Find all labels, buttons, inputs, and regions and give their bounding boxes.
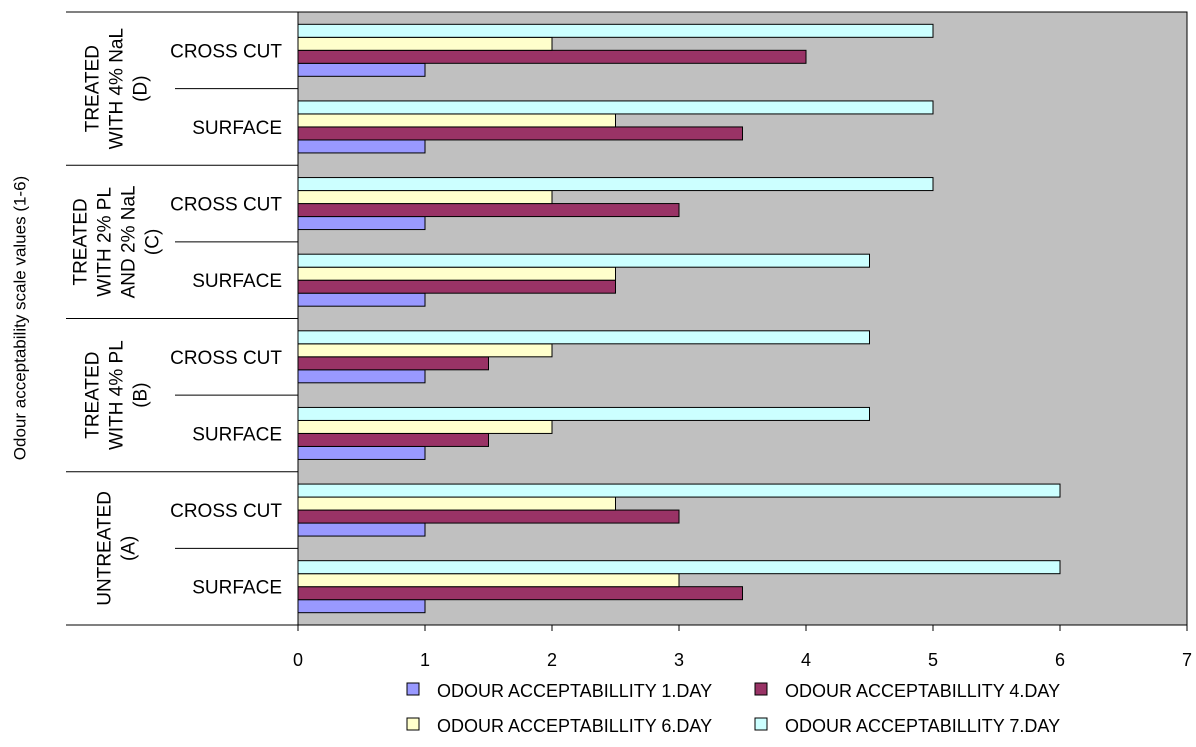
bar-4-2 <box>297 483 1061 498</box>
bar-2-7 <box>297 126 743 141</box>
x-tick-label: 7 <box>1182 650 1192 670</box>
legend-label: ODOUR ACCEPTABILLITY 1.DAY <box>437 681 712 701</box>
legend-swatch-4 <box>754 717 768 731</box>
bar-2-1 <box>297 586 743 601</box>
bar-2-4 <box>297 356 489 371</box>
bar-1-8 <box>297 62 426 77</box>
group-label: WITH 2% PL <box>95 187 116 297</box>
legend-label: ODOUR ACCEPTABILLITY 4.DAY <box>785 681 1060 701</box>
bar-3-2 <box>297 496 616 511</box>
bar-3-6 <box>297 190 553 205</box>
x-tick-label: 4 <box>801 650 811 670</box>
bar-4-1 <box>297 560 1061 575</box>
bar-4-6 <box>297 177 934 192</box>
group-label: TREATED <box>71 198 92 285</box>
bar-1-4 <box>297 369 426 384</box>
category-label: CROSS CUT <box>170 501 282 522</box>
category-label: CROSS CUT <box>170 41 282 62</box>
bar-4-3 <box>297 406 870 421</box>
bar-2-6 <box>297 203 680 218</box>
legend-swatch-1 <box>406 682 420 696</box>
group-label: UNTREATED <box>95 491 116 606</box>
bar-4-4 <box>297 330 870 345</box>
bar-3-7 <box>297 113 616 128</box>
legend-swatch-3 <box>406 717 420 731</box>
bar-1-5 <box>297 292 426 307</box>
x-tick-label: 5 <box>928 650 938 670</box>
bar-2-3 <box>297 432 489 447</box>
x-tick-label: 1 <box>420 650 430 670</box>
y-axis-title: Odour acceptability scale values (1-6) <box>11 176 30 460</box>
group-label: WITH 4% PL <box>107 340 128 450</box>
group-label: WITH 4% NaL <box>107 28 128 149</box>
legend-swatch-2 <box>754 682 768 696</box>
bar-3-3 <box>297 419 553 434</box>
x-tick-label: 6 <box>1055 650 1065 670</box>
bar-1-7 <box>297 139 426 154</box>
group-label: AND 2% NaL <box>119 185 140 298</box>
bar-2-2 <box>297 509 680 524</box>
x-tick-label: 2 <box>547 650 557 670</box>
bar-2-5 <box>297 279 616 294</box>
group-label: TREATED <box>83 351 104 438</box>
bar-3-4 <box>297 343 553 358</box>
legend-label: ODOUR ACCEPTABILLITY 6.DAY <box>437 716 712 736</box>
x-tick-label: 0 <box>293 650 303 670</box>
bar-4-7 <box>297 100 934 115</box>
bar-4-5 <box>297 253 870 268</box>
group-label: TREATED <box>83 45 104 132</box>
category-label: SURFACE <box>192 424 282 445</box>
group-label: (A) <box>119 536 140 561</box>
group-label: (B) <box>131 382 152 407</box>
bar-2-8 <box>297 49 807 64</box>
group-label: (D) <box>131 75 152 101</box>
bar-1-3 <box>297 445 426 460</box>
bar-3-1 <box>297 573 680 588</box>
legend-label: ODOUR ACCEPTABILLITY 7.DAY <box>785 716 1060 736</box>
category-label: CROSS CUT <box>170 348 282 369</box>
bar-4-8 <box>297 23 934 38</box>
bar-1-1 <box>297 599 426 614</box>
bar-3-8 <box>297 36 553 51</box>
category-label: SURFACE <box>192 271 282 292</box>
x-tick-label: 3 <box>674 650 684 670</box>
category-label: CROSS CUT <box>170 195 282 216</box>
group-label: (C) <box>143 229 164 255</box>
category-label: SURFACE <box>192 578 282 599</box>
bar-3-5 <box>297 266 616 281</box>
bar-1-2 <box>297 522 426 537</box>
category-label: SURFACE <box>192 118 282 139</box>
bar-1-6 <box>297 216 426 231</box>
